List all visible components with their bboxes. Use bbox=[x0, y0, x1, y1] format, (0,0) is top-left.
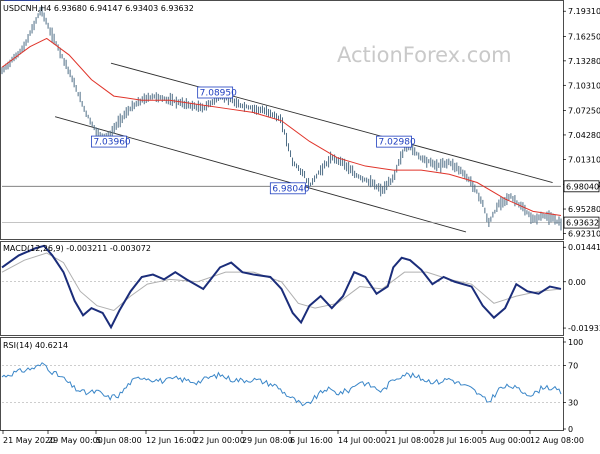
time-tick-label: 12 Aug 08:00 bbox=[530, 436, 584, 445]
time-tick-label: 5 Aug 00:00 bbox=[482, 436, 531, 445]
price-panel: ActionForex.com 7.19610 7.03960 7.08950 6.9… bbox=[1, 0, 564, 240]
macd-tick-label: 0.00 bbox=[568, 278, 586, 287]
price-axis: 7.19310 7.16250 7.13280 7.10310 7.07250 7.042… bbox=[563, 7, 600, 434]
time-tick-label: 5 Jun 08:00 bbox=[96, 436, 142, 445]
rsi-panel: RSI(14) 40.6214 bbox=[1, 338, 564, 431]
price-tick-label: 7.16250 bbox=[568, 32, 600, 41]
annotation-label: 7.03960 bbox=[93, 138, 130, 148]
price-tick-label: 7.01310 bbox=[568, 155, 600, 164]
annotation-label: 7.02980 bbox=[379, 138, 416, 148]
price-panel-title: USDCNH,H4 6.93680 6.94147 6.93403 6.9363… bbox=[3, 4, 194, 13]
price-tick-label: 7.19310 bbox=[568, 7, 600, 16]
rsi-tick-label: 0 bbox=[568, 425, 573, 434]
time-tick-label: 29 May 00:00 bbox=[48, 436, 103, 445]
time-tick-label: 21 Jul 08:00 bbox=[386, 436, 434, 445]
price-tick-label: 7.04280 bbox=[568, 131, 600, 140]
price-tick-label: 7.10310 bbox=[568, 81, 600, 90]
time-tick-label: 14 Jul 00:00 bbox=[338, 436, 386, 445]
time-tick-label: 28 Jul 16:00 bbox=[434, 436, 482, 445]
time-tick-label: 22 Jun 00:00 bbox=[194, 436, 245, 445]
macd-tick-label: 0.01441 bbox=[568, 243, 600, 252]
price-panel-frame bbox=[1, 1, 564, 240]
time-tick-label: 6 Jul 16:00 bbox=[290, 436, 333, 445]
rsi-tick-label: 30 bbox=[568, 398, 578, 407]
rsi-panel-frame bbox=[1, 338, 564, 431]
rsi-tick-label: 70 bbox=[568, 362, 578, 371]
watermark: ActionForex.com bbox=[337, 43, 512, 67]
price-tag-label: 6.93632 bbox=[566, 219, 599, 228]
annotation-label: 7.08950 bbox=[200, 88, 237, 98]
macd-panel: MACD(12,26,9) -0.003211 -0.003072 bbox=[1, 242, 564, 336]
macd-tick-label: -0.01933 bbox=[568, 324, 600, 333]
price-tick-label: 7.07250 bbox=[568, 106, 600, 115]
time-tick-label: 12 Jun 16:00 bbox=[146, 436, 197, 445]
macd-panel-title: MACD(12,26,9) -0.003211 -0.003072 bbox=[3, 244, 151, 253]
annotation-label: 7.19610 bbox=[7, 0, 44, 1]
rsi-panel-title: RSI(14) 40.6214 bbox=[3, 341, 68, 350]
price-tag-label: 6.98040 bbox=[566, 182, 599, 191]
price-tick-label: 6.92310 bbox=[568, 229, 600, 238]
rsi-tick-label: 100 bbox=[568, 338, 583, 347]
annotation-label: 6.98040 bbox=[272, 184, 309, 194]
price-tick-label: 6.95280 bbox=[568, 205, 600, 214]
time-tick-label: 29 Jun 08:00 bbox=[242, 436, 293, 445]
price-tick-label: 7.13280 bbox=[568, 57, 600, 66]
